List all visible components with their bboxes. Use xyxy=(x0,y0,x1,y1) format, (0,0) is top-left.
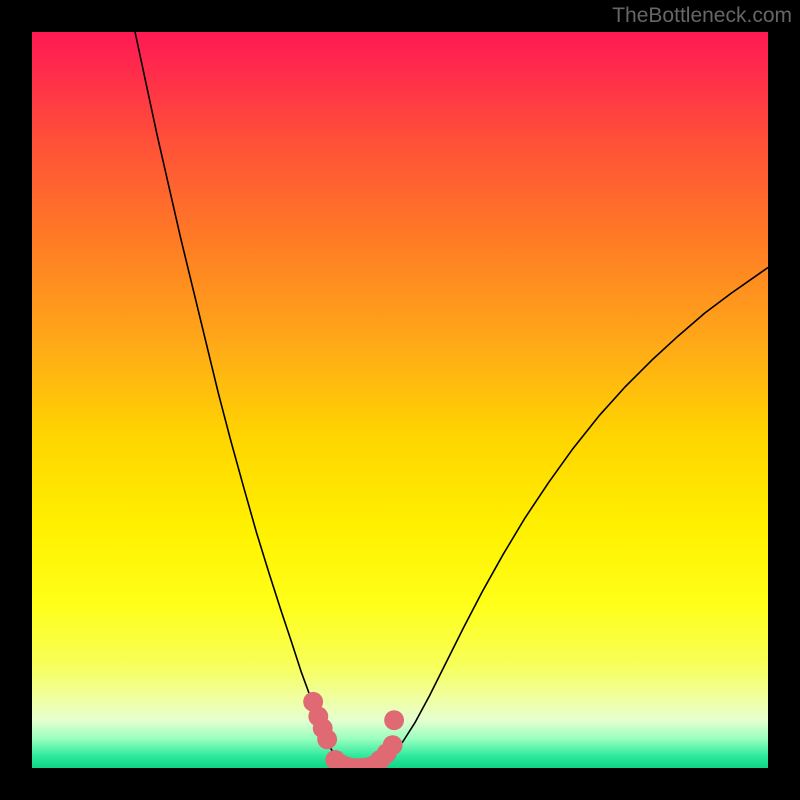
plot-svg xyxy=(32,32,768,768)
figure-outer: TheBottleneck.com xyxy=(0,0,800,800)
dip-marker xyxy=(383,735,403,755)
dip-marker xyxy=(317,729,337,749)
watermark-text: TheBottleneck.com xyxy=(612,4,792,28)
dip-marker xyxy=(384,710,404,730)
plot-background xyxy=(32,32,768,768)
plot-area xyxy=(32,32,768,768)
